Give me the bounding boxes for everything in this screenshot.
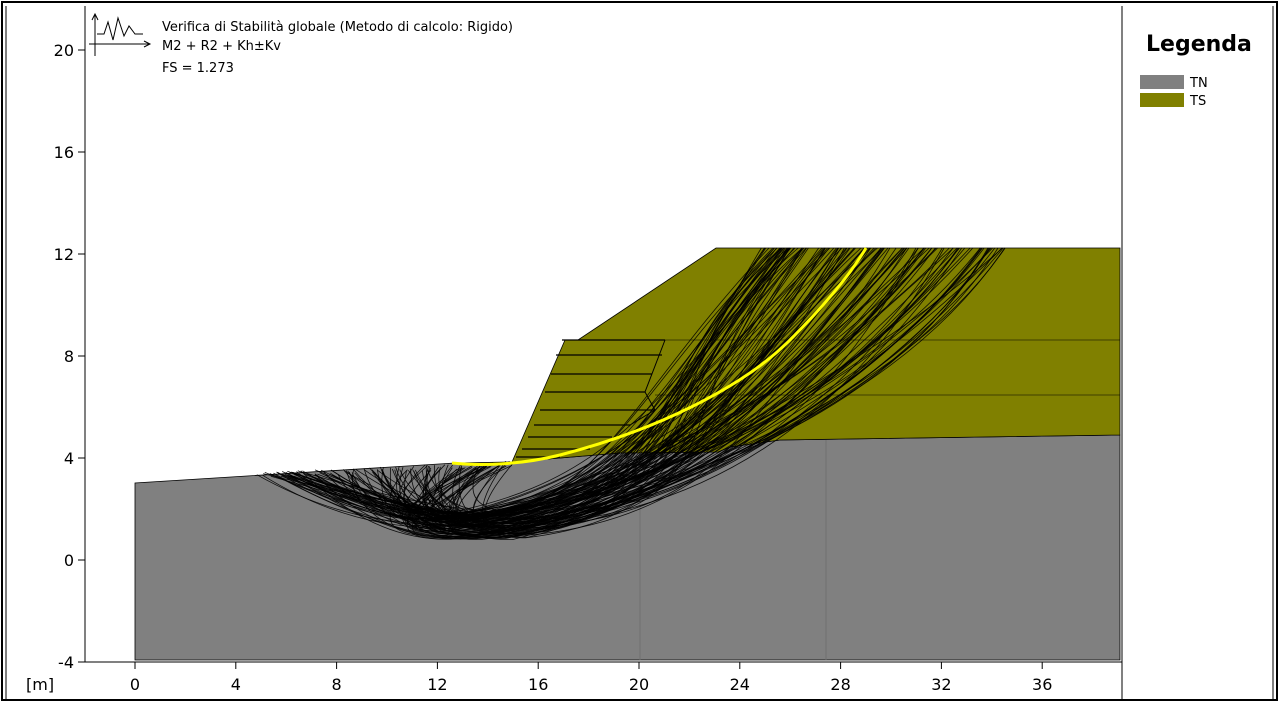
y-tick-label: -4 — [58, 653, 74, 672]
y-tick-label: 8 — [64, 347, 74, 366]
legend-title: Legenda — [1146, 32, 1252, 57]
slip-surface — [296, 247, 843, 519]
slip-surface — [284, 247, 927, 527]
slip-surface — [344, 247, 903, 522]
reinforced-block-edge — [629, 339, 666, 426]
slip-surface — [320, 247, 775, 535]
analysis-info: Verifica di Stabilità globale (Metodo di… — [89, 12, 513, 76]
slip-surface — [416, 247, 766, 522]
slip-surface — [289, 247, 958, 539]
slip-surface — [322, 247, 826, 538]
y-tick-label: 16 — [54, 143, 74, 162]
y-tick-label: 12 — [54, 245, 74, 264]
slip-surface — [371, 247, 966, 541]
slip-surface — [458, 247, 885, 529]
slip-surface — [434, 247, 945, 527]
safety-factor: FS = 1.273 — [162, 61, 234, 76]
x-tick-label: 12 — [427, 675, 447, 694]
legend-swatch-tn — [1140, 75, 1184, 89]
slip-surface — [348, 247, 782, 523]
analysis-title: Verifica di Stabilità globale (Metodo di… — [162, 20, 513, 35]
slip-surface — [380, 247, 803, 536]
y-tick-label: 4 — [64, 449, 74, 468]
y-tick-label: 0 — [64, 551, 74, 570]
unit-label: [m] — [26, 675, 54, 694]
x-tick-label: 24 — [730, 675, 750, 694]
slip-surface — [413, 247, 805, 530]
load-combination: M2 + R2 + Kh±Kv — [162, 39, 281, 54]
y-tick-label: 20 — [54, 41, 74, 60]
legend-swatch-ts — [1140, 93, 1184, 107]
x-tick-label: 0 — [130, 675, 140, 694]
slip-surface — [452, 247, 954, 524]
slip-surface — [456, 247, 855, 528]
legend-label-tn: TN — [1189, 76, 1208, 91]
slip-surface — [351, 247, 867, 523]
x-tick-label: 28 — [830, 675, 850, 694]
x-axis-ticks: 0 4 8 12 16 20 24 28 32 36 — [130, 662, 1052, 694]
critical-slip-surface — [451, 247, 868, 466]
x-tick-label: 8 — [332, 675, 342, 694]
legend-label-ts: TS — [1189, 94, 1206, 109]
slip-surface — [472, 247, 783, 514]
x-tick-label: 36 — [1032, 675, 1052, 694]
slip-surface — [314, 247, 919, 519]
x-tick-label: 32 — [931, 675, 951, 694]
seismic-icon — [89, 12, 152, 56]
slip-surface — [291, 247, 790, 525]
soil-layers — [134, 247, 1121, 661]
legend: Legenda TN TS — [1140, 32, 1252, 109]
x-tick-label: 4 — [231, 675, 241, 694]
slip-surface — [337, 247, 809, 521]
y-axis-ticks: 20 16 12 8 4 0 -4 — [54, 41, 85, 672]
x-tick-label: 16 — [528, 675, 548, 694]
slip-surface — [407, 247, 937, 536]
plot-area — [134, 247, 1121, 661]
x-tick-label: 20 — [629, 675, 649, 694]
slip-surface — [407, 247, 835, 519]
slip-surface — [294, 247, 907, 514]
slip-surface — [291, 247, 848, 513]
